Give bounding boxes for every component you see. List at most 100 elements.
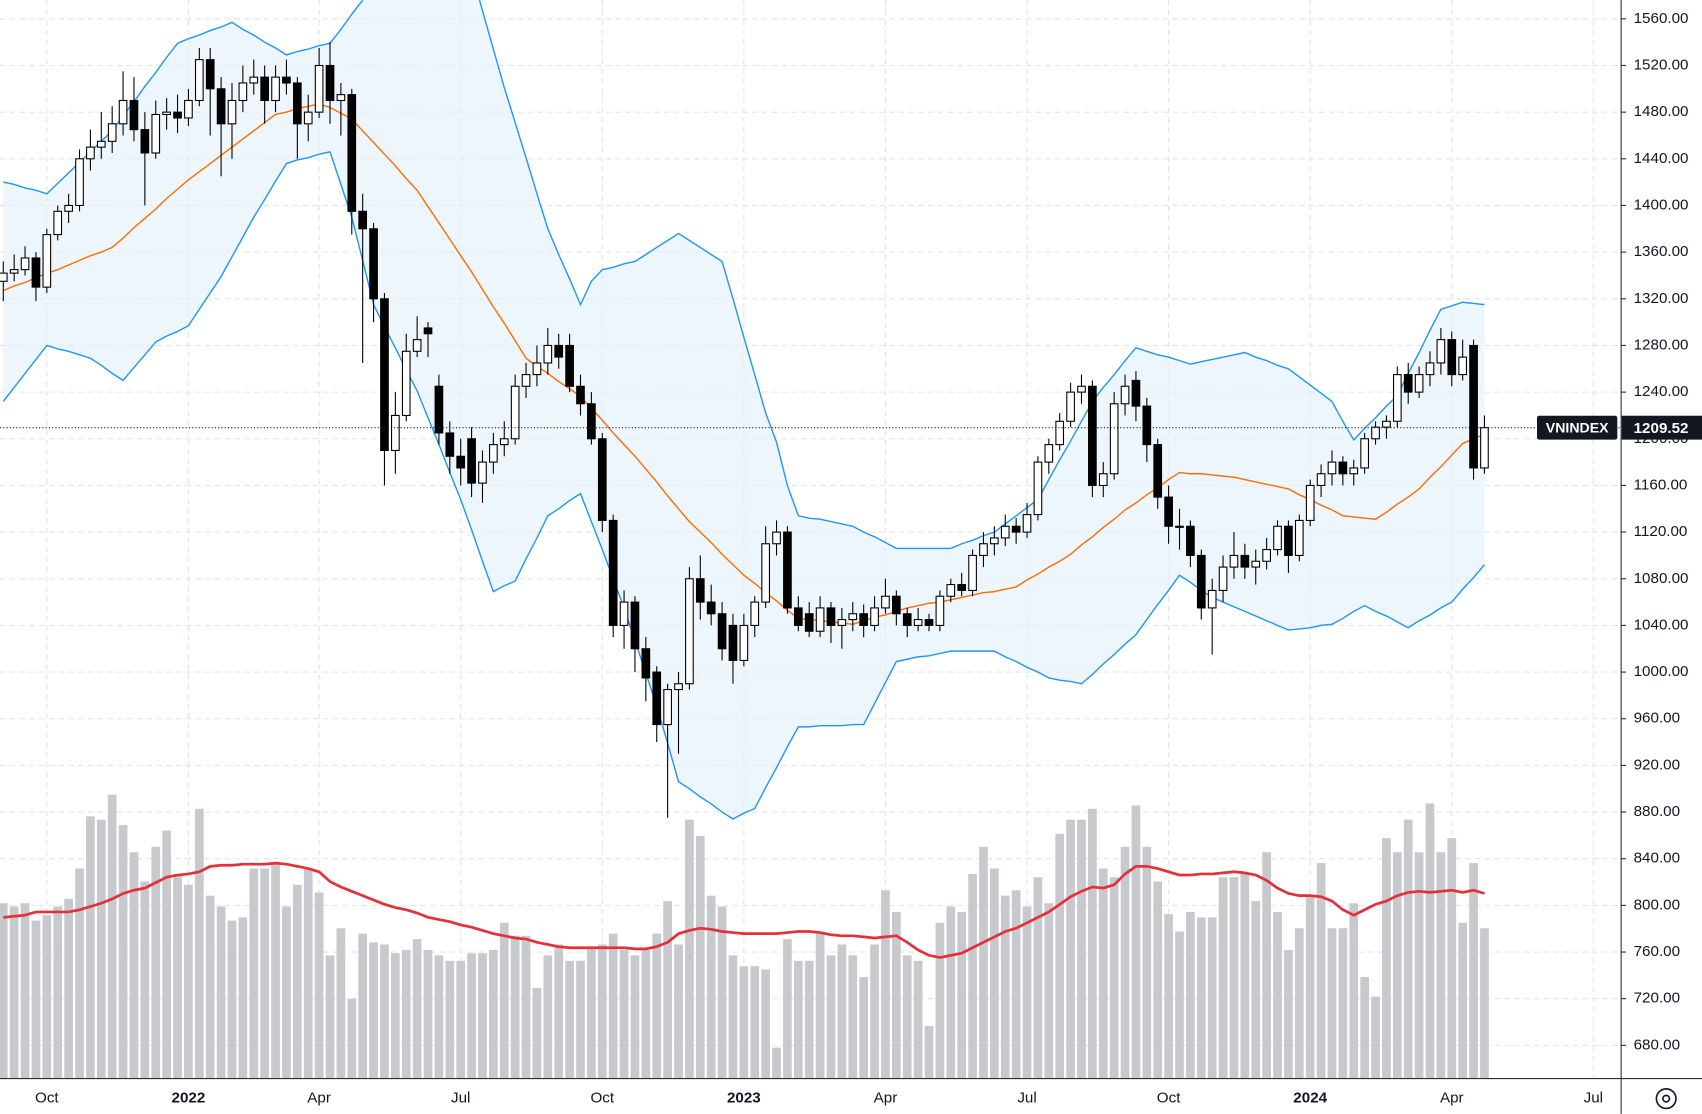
candle-body xyxy=(292,82,302,125)
volume-bar xyxy=(1338,928,1348,1079)
volume-bar xyxy=(1371,996,1380,1079)
volume-bar xyxy=(1273,911,1282,1079)
volume-bar xyxy=(1480,928,1489,1079)
volume-bar xyxy=(510,935,520,1079)
volume-bar xyxy=(347,998,357,1079)
y-tick-label: 1560.00 xyxy=(1634,10,1689,27)
candle-body xyxy=(1392,374,1402,422)
candle-body xyxy=(1218,566,1228,591)
candle-body xyxy=(1273,525,1282,551)
candle-body xyxy=(303,111,313,125)
settings-button[interactable] xyxy=(1655,1088,1677,1110)
volume-bar xyxy=(467,953,476,1079)
volume-bar xyxy=(336,928,346,1079)
volume-bar xyxy=(282,906,291,1079)
volume-bar xyxy=(946,906,956,1079)
settings-ring xyxy=(1655,1088,1677,1110)
y-tick-label: 920.00 xyxy=(1634,756,1680,773)
candle-body xyxy=(848,613,858,621)
volume-bar xyxy=(1175,931,1184,1079)
volume-bar xyxy=(216,906,226,1079)
volume-bar xyxy=(870,944,879,1079)
volume-bar xyxy=(576,960,585,1079)
candle-body xyxy=(641,648,651,679)
volume-bar xyxy=(391,953,400,1079)
candle-body xyxy=(31,257,41,288)
y-tick-label: 680.00 xyxy=(1634,1036,1680,1053)
candle-body xyxy=(815,607,825,632)
volume-bar xyxy=(761,969,770,1079)
y-tick-label: 1520.00 xyxy=(1634,56,1689,73)
volume-bar xyxy=(1196,917,1206,1079)
candle-body xyxy=(391,414,400,451)
volume-bar xyxy=(478,953,487,1079)
candle-body xyxy=(717,613,727,650)
y-tick-label: 1040.00 xyxy=(1634,616,1689,633)
candle-body xyxy=(282,76,291,84)
volume-bar xyxy=(401,949,411,1079)
volume-bar xyxy=(140,881,150,1079)
volume-bar xyxy=(412,939,422,1079)
volume-bar xyxy=(271,863,280,1079)
candle-body xyxy=(968,554,977,591)
candle-body xyxy=(249,76,259,84)
last-price-bg xyxy=(1621,415,1702,440)
settings-center xyxy=(1662,1094,1671,1103)
candle-body xyxy=(445,432,455,457)
candle-body xyxy=(358,210,368,230)
volume-bar xyxy=(445,960,455,1079)
candle-body xyxy=(728,624,738,661)
volume-bar xyxy=(968,873,977,1079)
volume-bar xyxy=(1033,877,1043,1079)
candle-body xyxy=(1338,461,1348,475)
candle-body xyxy=(205,59,215,90)
volume-bar xyxy=(1044,903,1054,1079)
candle-body xyxy=(478,461,487,484)
volume-bar xyxy=(1186,911,1195,1079)
volume-bar xyxy=(1240,873,1250,1079)
candle-body xyxy=(576,385,585,405)
volume-bar xyxy=(86,816,95,1079)
volume-bar xyxy=(902,955,912,1079)
y-tick-label: 960.00 xyxy=(1634,710,1680,727)
candle-body xyxy=(140,129,150,154)
volume-bar xyxy=(848,955,858,1079)
x-tick-label: Apr xyxy=(874,1090,898,1107)
volume-bar xyxy=(641,949,651,1079)
volume-bar xyxy=(1164,914,1173,1079)
candle-body xyxy=(826,607,836,626)
axes: 680.00 720.00 760.00 800.00 840.00 880.00 920.… xyxy=(35,10,1702,1107)
candle-body xyxy=(891,595,901,615)
volume-bar xyxy=(151,846,161,1079)
candle-body xyxy=(1055,420,1065,446)
volume-bar xyxy=(1382,838,1391,1079)
volume-bar xyxy=(1414,852,1424,1079)
y-tick-label: 1120.00 xyxy=(1634,523,1688,540)
volume-bar xyxy=(184,884,193,1079)
candle-body xyxy=(347,94,357,212)
candle-body xyxy=(129,99,139,131)
candle-body xyxy=(1000,525,1010,539)
volume-bar xyxy=(107,794,117,1079)
candle-body xyxy=(946,584,956,597)
candle-body xyxy=(597,438,607,521)
candle-body xyxy=(1109,403,1119,475)
candle-body xyxy=(739,624,749,661)
volume-bar xyxy=(891,911,901,1079)
volume-bar xyxy=(64,898,73,1079)
volume-bar xyxy=(434,955,444,1079)
candle-body xyxy=(1425,362,1435,376)
candle-body xyxy=(423,327,433,335)
volume-bar xyxy=(674,944,683,1079)
volume-bar xyxy=(685,819,694,1079)
candle-body xyxy=(1175,525,1184,528)
candle-body xyxy=(957,584,967,591)
y-tick-label: 1000.00 xyxy=(1634,663,1689,680)
volume-bar xyxy=(162,830,171,1079)
volume-bar xyxy=(1000,895,1010,1079)
volume-bar xyxy=(1458,922,1468,1079)
candle-body xyxy=(1251,560,1261,568)
volume-bar xyxy=(587,946,596,1079)
candle-body xyxy=(1077,385,1086,393)
